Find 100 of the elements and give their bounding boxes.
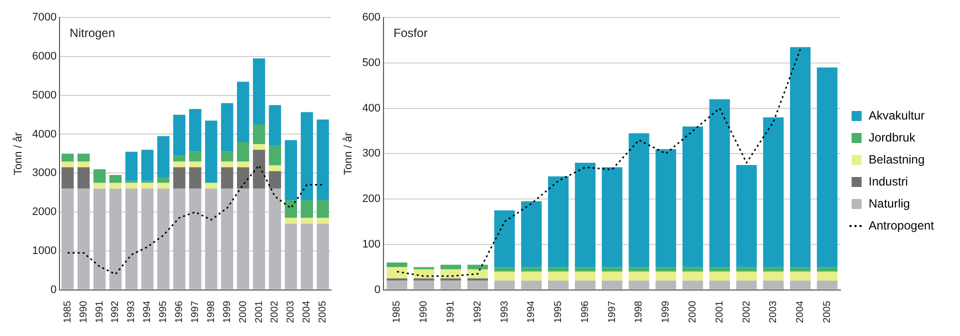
x-tick-label: 1996 bbox=[580, 300, 591, 324]
bar bbox=[574, 280, 596, 290]
x-tick-label: 2003 bbox=[286, 300, 297, 324]
bar bbox=[816, 67, 838, 268]
bar bbox=[574, 267, 596, 272]
x-tick-label: 1991 bbox=[94, 300, 106, 324]
bar bbox=[467, 264, 488, 270]
bar bbox=[205, 120, 218, 183]
bar bbox=[386, 280, 408, 290]
bar bbox=[548, 280, 569, 290]
bar bbox=[189, 161, 202, 168]
x-tick-label: 1997 bbox=[190, 300, 201, 324]
bar bbox=[602, 267, 622, 272]
bar bbox=[816, 267, 838, 272]
bar bbox=[763, 267, 784, 272]
x-tick-label: 2004 bbox=[302, 300, 313, 324]
bar bbox=[548, 272, 569, 281]
x-tick-label: 2005 bbox=[822, 300, 833, 324]
bar bbox=[157, 188, 170, 290]
bar bbox=[736, 165, 757, 268]
y-tick-label: 5000 bbox=[32, 89, 57, 102]
bar bbox=[141, 150, 154, 181]
bar bbox=[268, 105, 282, 146]
bar bbox=[414, 280, 434, 290]
bar bbox=[268, 146, 282, 166]
bar bbox=[386, 278, 408, 281]
bar bbox=[77, 154, 90, 162]
bar bbox=[77, 161, 90, 168]
bar bbox=[736, 280, 757, 290]
y-axis-title: Tonn / år bbox=[342, 132, 355, 176]
bar bbox=[284, 218, 298, 224]
y-tick-label: 600 bbox=[362, 12, 381, 24]
bar bbox=[252, 58, 266, 125]
x-tick-label: 1998 bbox=[634, 300, 645, 324]
bar bbox=[93, 182, 106, 189]
y-tick-label: 1000 bbox=[32, 244, 57, 257]
x-tick-label: 1999 bbox=[660, 300, 672, 324]
y-tick-label: 300 bbox=[362, 148, 381, 160]
bar bbox=[816, 280, 838, 290]
legend-label: Antropogent bbox=[868, 218, 935, 232]
bar bbox=[467, 280, 488, 290]
x-tick-label: 1992 bbox=[472, 300, 484, 324]
bar bbox=[548, 267, 569, 272]
bar bbox=[816, 272, 838, 281]
line-series bbox=[396, 48, 802, 277]
bar bbox=[141, 182, 154, 189]
bar bbox=[62, 188, 74, 290]
bar bbox=[189, 188, 202, 290]
bar bbox=[316, 218, 329, 224]
bar bbox=[656, 280, 676, 290]
bar bbox=[682, 267, 704, 272]
x-tick-label: 1985 bbox=[62, 300, 74, 324]
bar bbox=[763, 117, 784, 268]
bar bbox=[494, 267, 515, 272]
bar bbox=[221, 152, 234, 162]
x-tick-label: 2001 bbox=[714, 300, 726, 324]
bar bbox=[173, 156, 186, 162]
bar bbox=[252, 150, 266, 189]
bar bbox=[467, 269, 488, 278]
bar bbox=[736, 267, 757, 272]
bar bbox=[656, 149, 676, 268]
y-tick-label: 400 bbox=[362, 102, 381, 114]
bar bbox=[62, 161, 74, 168]
x-tick-label: 1985 bbox=[392, 300, 403, 324]
bar bbox=[141, 188, 154, 290]
legend-label: Jordbruk bbox=[868, 130, 916, 144]
bar bbox=[316, 224, 329, 290]
x-tick-label: 1991 bbox=[446, 300, 457, 324]
bar bbox=[300, 200, 313, 218]
x-tick-label: 1999 bbox=[222, 300, 233, 324]
bar bbox=[386, 267, 408, 278]
bar bbox=[173, 114, 186, 156]
bar bbox=[93, 169, 106, 183]
bar bbox=[93, 188, 106, 290]
x-tick-label: 2000 bbox=[238, 300, 249, 324]
bar bbox=[628, 133, 650, 268]
bar bbox=[521, 280, 542, 290]
bar bbox=[236, 161, 250, 168]
x-tick-label: 1997 bbox=[606, 300, 618, 324]
y-tick-label: 4000 bbox=[32, 128, 57, 140]
bar bbox=[682, 280, 704, 290]
bar bbox=[62, 154, 74, 162]
bar bbox=[221, 188, 234, 290]
y-tick-label: 2000 bbox=[32, 206, 57, 218]
x-tick-label: 1994 bbox=[142, 300, 154, 324]
x-tick-label: 1992 bbox=[110, 300, 122, 324]
bar bbox=[790, 47, 811, 268]
bar bbox=[521, 272, 542, 281]
x-tick-label: 2000 bbox=[687, 300, 698, 324]
bar bbox=[763, 272, 784, 281]
legend-label: Naturlig bbox=[868, 196, 910, 210]
bar bbox=[494, 280, 515, 290]
legend-label: Akvakultur bbox=[868, 108, 925, 122]
x-tick-label: 1995 bbox=[158, 300, 170, 324]
bar bbox=[157, 177, 170, 183]
bar bbox=[77, 167, 90, 189]
y-tick-label: 100 bbox=[362, 238, 381, 250]
bar bbox=[284, 200, 298, 218]
bar bbox=[268, 165, 282, 172]
bar bbox=[682, 126, 704, 268]
